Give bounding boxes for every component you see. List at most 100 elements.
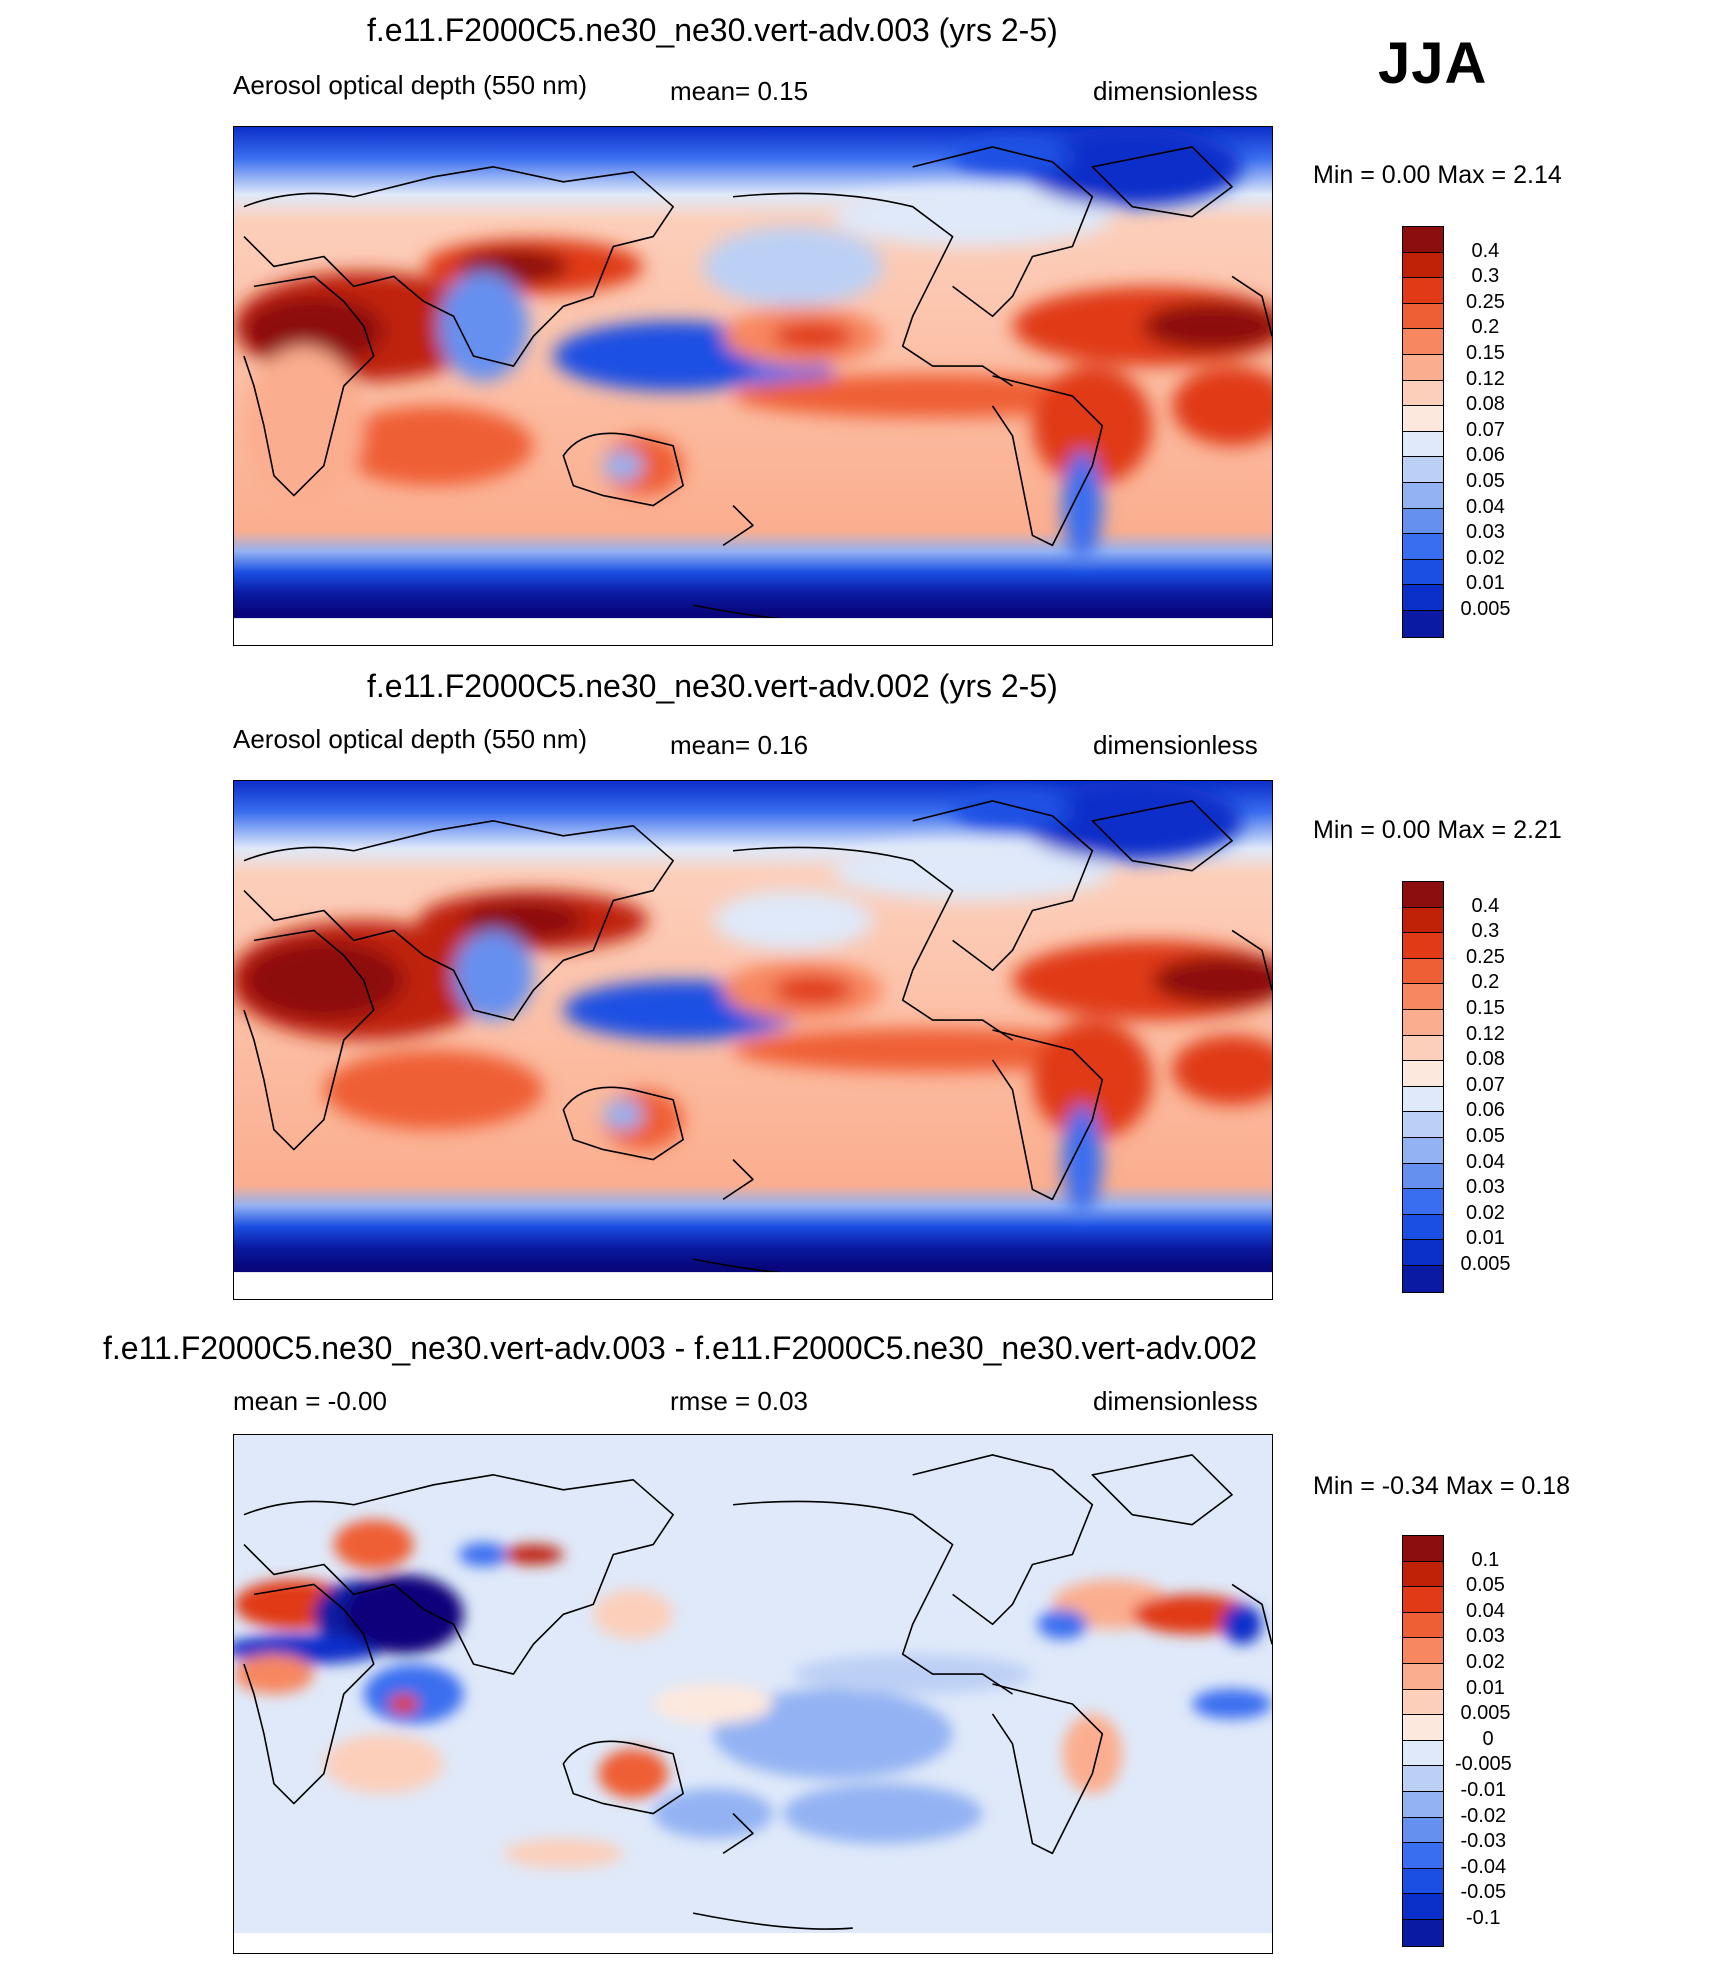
colorbar-swatch <box>1403 1240 1443 1266</box>
colorbar-tick-label: 0.4 <box>1471 894 1500 917</box>
panel1-minmax: Min = 0.00 Max = 2.14 <box>1313 161 1562 189</box>
colorbar-tick-label: 0.03 <box>1466 1625 1505 1648</box>
colorbar-swatch <box>1403 1843 1443 1869</box>
panel3-rmse-label: rmse = 0.03 <box>670 1386 809 1416</box>
colorbar-swatch <box>1403 585 1443 611</box>
colorbar-swatch <box>1403 482 1443 509</box>
colorbar-tick-label: 0.15 <box>1466 997 1505 1019</box>
colorbar-tick-label: -0.04 <box>1460 1855 1507 1878</box>
colorbar-swatch <box>1403 252 1443 279</box>
colorbar-swatch <box>1403 1791 1443 1818</box>
colorbar-tick-label: 0.07 <box>1466 418 1505 441</box>
colorbar-tick-label: 0.08 <box>1466 1048 1505 1071</box>
colorbar-tick-label: 0.12 <box>1466 367 1505 390</box>
season-label: JJA <box>1378 31 1488 96</box>
colorbar-tick-label: 0.05 <box>1466 1125 1505 1147</box>
colorbar-swatch <box>1403 431 1443 458</box>
colorbar-swatch <box>1403 1536 1443 1562</box>
colorbar-tick-label: 0.3 <box>1471 265 1500 288</box>
colorbar-tick-label: 0.12 <box>1466 1022 1505 1045</box>
colorbar-tick-label: 0.02 <box>1466 1651 1505 1673</box>
colorbar-tick-label: 0.06 <box>1466 444 1505 467</box>
colorbar-tick-label: 0.1 <box>1471 1548 1500 1571</box>
colorbar-swatch <box>1403 559 1443 586</box>
colorbar-tick-label: 0.25 <box>1466 945 1505 968</box>
panel2-units-label: dimensionless <box>1093 730 1258 760</box>
colorbar-swatch <box>1403 457 1443 483</box>
colorbar-swatch <box>1403 1086 1443 1113</box>
colorbar-tick-label: 0.03 <box>1466 521 1505 544</box>
colorbar-swatch <box>1403 1612 1443 1639</box>
colorbar-tick-label: -0.03 <box>1460 1830 1507 1853</box>
colorbar-swatch <box>1403 508 1443 535</box>
colorbar-swatch <box>1403 882 1443 908</box>
colorbar-tick-label: 0.005 <box>1460 1253 1511 1275</box>
panel2-mean-label: mean= 0.16 <box>670 730 809 760</box>
colorbar-tick-label: 0.2 <box>1471 316 1500 339</box>
colorbar-tick-label: 0.4 <box>1471 239 1500 262</box>
colorbar-tick-label: 0.005 <box>1460 598 1511 620</box>
colorbar-tick-label: 0.005 <box>1460 1702 1511 1725</box>
colorbar-tick-label: 0.04 <box>1466 495 1505 518</box>
colorbar-tick-label: 0.01 <box>1466 572 1505 595</box>
colorbar-swatch <box>1403 1214 1443 1241</box>
colorbar-tick-label: 0.15 <box>1466 342 1505 364</box>
panel3-title: f.e11.F2000C5.ne30_ne30.vert-adv.003 - f… <box>103 1330 1257 1366</box>
colorbar-swatch <box>1403 907 1443 934</box>
colorbar-swatch <box>1403 1638 1443 1664</box>
panel2-title: f.e11.F2000C5.ne30_ne30.vert-adv.002 (yr… <box>367 668 1058 704</box>
colorbar-swatch <box>1403 984 1443 1010</box>
colorbar-tick-label: -0.05 <box>1460 1881 1507 1904</box>
colorbar-tick-label: 0.25 <box>1466 290 1505 313</box>
colorbar-swatch <box>1403 1561 1443 1588</box>
colorbar-tick-label: 0.03 <box>1466 1176 1505 1199</box>
colorbar-swatch <box>1403 1689 1443 1716</box>
panel2-map <box>233 780 1273 1300</box>
colorbar-tick-label: 0.2 <box>1471 971 1500 994</box>
colorbar-swatch <box>1403 354 1443 381</box>
colorbar-swatch <box>1403 933 1443 959</box>
panel3-mean-label: mean = -0.00 <box>233 1386 387 1416</box>
colorbar-tick-label: 0.02 <box>1466 546 1505 569</box>
colorbar-swatch <box>1403 1009 1443 1036</box>
colorbar-tick-label: 0.02 <box>1466 1201 1505 1224</box>
panel2-minmax: Min = 0.00 Max = 2.21 <box>1313 816 1562 844</box>
colorbar-swatch <box>1403 1137 1443 1164</box>
colorbar-tick-label: 0.04 <box>1466 1599 1505 1622</box>
colorbar-swatch <box>1403 278 1443 304</box>
colorbar-tick-label: 0.08 <box>1466 393 1505 416</box>
colorbar-swatch <box>1403 1663 1443 1690</box>
colorbar-tick-label: 0.05 <box>1466 470 1505 492</box>
colorbar-swatch <box>1403 1766 1443 1792</box>
colorbar-tick-label: 0.01 <box>1466 1227 1505 1250</box>
colorbar-tick-label: -0.02 <box>1460 1804 1507 1827</box>
colorbar-swatch <box>1403 1061 1443 1087</box>
colorbar-tick-label: 0.3 <box>1471 920 1500 943</box>
colorbar-tick-label: -0.1 <box>1466 1907 1501 1929</box>
colorbar-swatch <box>1403 380 1443 407</box>
panel1-map <box>233 126 1273 646</box>
colorbar-swatch <box>1403 1265 1443 1292</box>
panel3-map <box>233 1434 1273 1954</box>
panel1-units-label: dimensionless <box>1093 76 1258 106</box>
panel1-colorbar <box>1402 226 1444 638</box>
colorbar-swatch <box>1403 406 1443 432</box>
colorbar-swatch <box>1403 1740 1443 1767</box>
colorbar-tick-label: 0.06 <box>1466 1099 1505 1122</box>
panel1-title: f.e11.F2000C5.ne30_ne30.vert-adv.003 (yr… <box>367 12 1058 48</box>
colorbar-tick-label: 0 <box>1482 1727 1494 1750</box>
colorbar-swatch <box>1403 1587 1443 1613</box>
colorbar-swatch <box>1403 1817 1443 1844</box>
panel2-variable-label: Aerosol optical depth (550 nm) <box>233 724 588 754</box>
colorbar-swatch <box>1403 1715 1443 1741</box>
colorbar-swatch <box>1403 227 1443 253</box>
panel3-units-label: dimensionless <box>1093 1386 1258 1416</box>
colorbar-swatch <box>1403 1163 1443 1190</box>
colorbar-tick-label: 0.05 <box>1466 1574 1505 1597</box>
colorbar-tick-label: 0.07 <box>1466 1073 1505 1096</box>
colorbar-tick-label: 0.04 <box>1466 1150 1505 1173</box>
colorbar-swatch <box>1403 1112 1443 1138</box>
colorbar-swatch <box>1403 1189 1443 1215</box>
panel3-minmax: Min = -0.34 Max = 0.18 <box>1313 1472 1571 1500</box>
colorbar-tick-label: -0.01 <box>1460 1779 1507 1801</box>
